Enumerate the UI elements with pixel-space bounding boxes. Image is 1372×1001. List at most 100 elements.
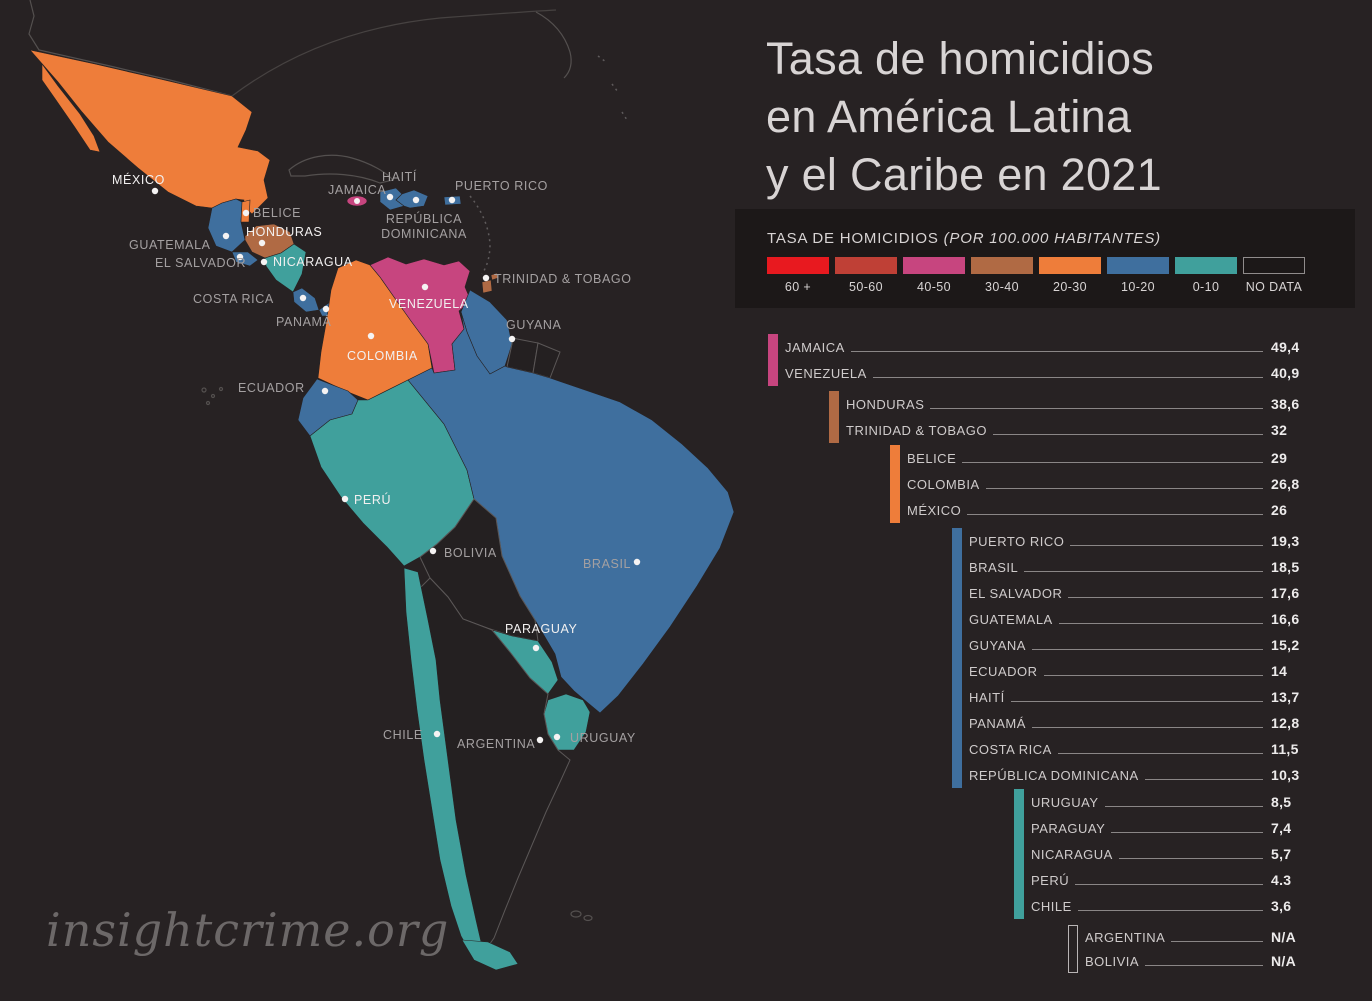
map-label-peru: PERÚ	[354, 492, 391, 507]
group-color-bar	[1014, 789, 1024, 919]
leader-line	[1031, 648, 1263, 650]
bahamas-islands	[597, 55, 628, 121]
map-marker-nicaragua	[260, 258, 268, 266]
leader-line	[967, 513, 1263, 515]
group-color-bar	[890, 445, 900, 523]
map-marker-haiti	[386, 193, 394, 201]
leader-line	[1031, 726, 1263, 728]
country-value: N/A	[1271, 929, 1297, 945]
map-marker-uruguay	[553, 733, 561, 741]
chart-row: EL SALVADOR 17,6	[969, 580, 1321, 606]
map-label-paraguay: PARAGUAY	[505, 622, 577, 636]
leader-line	[962, 461, 1263, 463]
legend-title: TASA DE HOMICIDIOS (POR 100.000 HABITANT…	[767, 230, 1355, 247]
country-name: HAITÍ	[969, 689, 1005, 705]
country-value: 26	[1271, 502, 1288, 518]
leader-line	[985, 487, 1263, 489]
country-mexico	[29, 49, 271, 215]
leader-line	[1118, 857, 1263, 859]
map-marker-bolivia	[429, 547, 437, 555]
country-value: 11,5	[1271, 741, 1299, 757]
map-label-venezuela: VENEZUELA	[389, 297, 469, 311]
legend-swatch-60plus	[767, 257, 829, 274]
legend-bin-label: 20-30	[1053, 280, 1087, 294]
country-name: TRINIDAD & TOBAGO	[846, 422, 987, 438]
florida-coastline	[535, 11, 572, 79]
map-label-haiti: HAITÍ	[382, 169, 417, 184]
country-name: PERÚ	[1031, 872, 1070, 888]
map-label-panama: PANAMÁ	[276, 314, 332, 329]
leader-line	[1024, 570, 1263, 572]
country-value: 16,6	[1271, 611, 1300, 627]
map-label-uruguay: URUGUAY	[570, 731, 636, 745]
leader-line	[1171, 940, 1263, 942]
country-name: REPÚBLICA DOMINICANA	[969, 767, 1139, 783]
country-value: 10,3	[1271, 767, 1300, 783]
country-value: 26,8	[1271, 476, 1300, 492]
country-nicaragua	[264, 243, 307, 293]
country-name: GUYANA	[969, 637, 1026, 653]
country-value: 17,6	[1271, 585, 1300, 601]
legend-panel: TASA DE HOMICIDIOS (POR 100.000 HABITANT…	[735, 209, 1355, 308]
map-label-ecuador: ECUADOR	[238, 381, 305, 395]
legend-bin-30-40: 30-40	[971, 257, 1033, 294]
leader-line	[1111, 831, 1263, 833]
country-value: 38,6	[1271, 396, 1300, 412]
chart-row: NICARAGUA 5,7	[1031, 841, 1321, 867]
legend-bin-label: 10-20	[1121, 280, 1155, 294]
map-marker-argentina	[536, 736, 544, 744]
us-coastline	[28, 0, 233, 97]
legend-swatch-0-10	[1175, 257, 1237, 274]
map-marker-chile	[433, 730, 441, 738]
legend-bin-0-10: 0-10	[1175, 257, 1237, 294]
chart-row: GUYANA 15,2	[969, 632, 1321, 658]
legend-swatch-30-40	[971, 257, 1033, 274]
page-title: Tasa de homicidios en América Latina y e…	[766, 30, 1162, 204]
country-costa-rica	[292, 287, 320, 313]
leader-line	[1104, 805, 1263, 807]
country-name: ECUADOR	[969, 663, 1038, 679]
chart-row: JAMAICA 49,4	[785, 334, 1321, 360]
country-name: CHILE	[1031, 898, 1072, 914]
country-value: 3,6	[1271, 898, 1292, 914]
group-color-bar	[768, 334, 778, 386]
chart-row: REPÚBLICA DOMINICANA 10,3	[969, 762, 1321, 788]
leader-line	[1075, 883, 1263, 885]
map-marker-ecuador	[321, 387, 329, 395]
chart-row: CHILE 3,6	[1031, 893, 1321, 919]
country-venezuela	[369, 256, 472, 374]
chart-row: PARAGUAY 7,4	[1031, 815, 1321, 841]
country-value: 14	[1271, 663, 1288, 679]
map-marker-paraguay	[532, 644, 540, 652]
map-label-puerto-rico: PUERTO RICO	[455, 179, 548, 193]
legend-swatch-40-50	[903, 257, 965, 274]
latin-america-map: MÉXICO BELICE HONDURAS GUATEMALA EL SALV…	[28, 0, 735, 971]
galapagos-islands	[218, 386, 224, 392]
leader-line	[1077, 909, 1263, 911]
map-marker-trinidad-tobago	[482, 274, 490, 282]
leader-line	[1068, 596, 1263, 598]
group-color-bar	[1068, 925, 1078, 973]
chart-group-40-50: JAMAICA 49,4 VENEZUELA 40,9	[768, 334, 1321, 386]
country-name: MÉXICO	[907, 502, 962, 518]
country-name: GUATEMALA	[969, 611, 1053, 627]
leader-line	[1057, 752, 1263, 754]
galapagos-islands	[205, 400, 211, 406]
map-marker-honduras	[258, 239, 266, 247]
map-label-costa-rica: COSTA RICA	[193, 292, 274, 306]
country-value: 32	[1271, 422, 1288, 438]
legend-bin-label: NO DATA	[1245, 280, 1303, 294]
legend-bin-20-30: 20-30	[1039, 257, 1101, 294]
map-marker-brazil	[633, 558, 641, 566]
leader-line	[1058, 622, 1263, 624]
country-value: 13,7	[1271, 689, 1300, 705]
chart-group-20-30: BELICE 29 COLOMBIA 26,8 MÉXICO 26	[890, 445, 1321, 523]
map-label-jamaica: JAMAICA	[328, 183, 386, 197]
country-value: 7,4	[1271, 820, 1292, 836]
country-name: BRASIL	[969, 559, 1019, 575]
map-label-guatemala: GUATEMALA	[129, 238, 211, 252]
map-label-trinidad-tobago: TRINIDAD & TOBAGO	[494, 272, 632, 286]
map-marker-dominican-republic	[412, 196, 420, 204]
chart-group-0-10: URUGUAY 8,5 PARAGUAY 7,4 NICARAGUA 5,7 P…	[1014, 789, 1321, 919]
